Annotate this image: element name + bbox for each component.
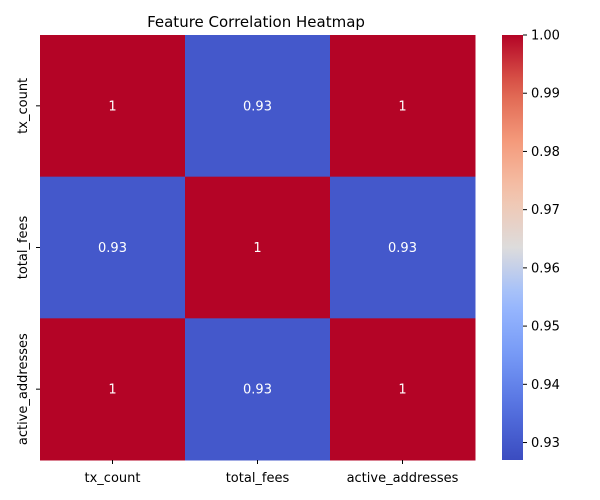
- x-tick-label: active_addresses: [347, 471, 459, 486]
- heatmap-cells: [40, 35, 476, 461]
- heatmap-cell: [185, 35, 331, 178]
- y-axis: tx_count total_fees active_addresses: [16, 78, 40, 445]
- heatmap-cell: [40, 35, 186, 178]
- heatmap-cell: [330, 176, 476, 319]
- y-tick-label: active_addresses: [16, 333, 31, 445]
- cell-value-label: 0.93: [243, 99, 272, 114]
- heatmap-cell: [185, 176, 331, 319]
- colorbar-tick-label: 0.98: [531, 145, 560, 160]
- heatmap-cell: [40, 318, 186, 461]
- y-tick-label: tx_count: [16, 78, 31, 134]
- colorbar-tick-label: 0.94: [531, 378, 560, 393]
- cell-value-label: 1: [253, 241, 261, 256]
- x-tick-label: total_fees: [226, 471, 290, 486]
- heatmap-cell: [330, 35, 476, 178]
- cell-value-label: 1: [108, 99, 116, 114]
- chart-title: Feature Correlation Heatmap: [147, 13, 365, 31]
- colorbar-tick-label: 0.99: [531, 87, 560, 102]
- colorbar-gradient: [502, 35, 523, 460]
- cell-value-label: 1: [398, 383, 406, 398]
- x-tick-label: tx_count: [85, 471, 141, 486]
- cell-value-label: 1: [398, 99, 406, 114]
- heatmap-cell: [40, 176, 186, 319]
- cell-value-label: 0.93: [243, 383, 272, 398]
- colorbar-tick-label: 1.00: [531, 29, 560, 44]
- colorbar-tick-label: 0.97: [531, 203, 560, 218]
- colorbar: 0.93 0.94 0.95 0.96 0.97 0.98 0.99 1.00: [502, 29, 560, 460]
- colorbar-tick-label: 0.95: [531, 320, 560, 335]
- cell-value-label: 1: [108, 383, 116, 398]
- x-axis: tx_count total_fees active_addresses: [85, 460, 459, 486]
- colorbar-tick-label: 0.96: [531, 261, 560, 276]
- y-tick-label: total_fees: [16, 215, 31, 279]
- cell-value-label: 0.93: [98, 241, 127, 256]
- heatmap-cell: [330, 318, 476, 461]
- cell-value-label: 0.93: [388, 241, 417, 256]
- heatmap-cell: [185, 318, 331, 461]
- cell-value-labels: 1 0.93 1 0.93 1 0.93 1 0.93 1: [98, 99, 417, 397]
- colorbar-tick-label: 0.93: [531, 436, 560, 451]
